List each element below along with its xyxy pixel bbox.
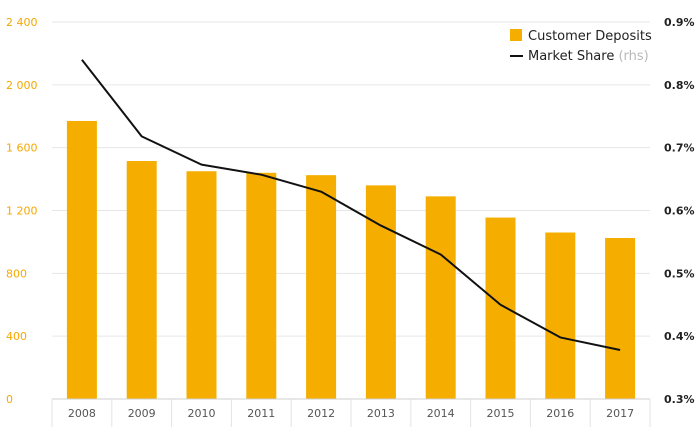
legend-label-market-share: Market Share (rhs)	[528, 49, 649, 64]
bar-series	[66, 120, 636, 400]
legend-note-rhs: (rhs)	[618, 49, 648, 64]
right-tick-label: 0.5%	[664, 267, 695, 280]
x-tick-label: 2014	[427, 407, 455, 420]
bar	[605, 237, 636, 399]
x-tick-label: 2009	[128, 407, 156, 420]
x-axis: 2008 2009 2010 2011 2012 2013 2014 2015 2016 2017	[51, 398, 651, 427]
bar	[186, 171, 217, 399]
left-axis: 0 400 800 1 200 1 600 2 000 2 400	[6, 16, 38, 406]
right-tick-label: 0.8%	[664, 79, 695, 92]
legend-swatch-deposits	[510, 29, 522, 41]
line-series	[81, 59, 621, 351]
bar	[306, 175, 337, 399]
bar	[246, 172, 277, 399]
right-tick-label: 0.4%	[664, 330, 695, 343]
bar	[126, 161, 157, 399]
left-tick-label: 800	[6, 267, 27, 280]
market-share-line	[81, 59, 621, 351]
bar	[66, 120, 97, 400]
bar	[365, 185, 396, 399]
right-tick-label: 0.7%	[664, 142, 695, 155]
x-tick-label: 2013	[367, 407, 395, 420]
x-tick-label: 2010	[188, 407, 216, 420]
left-tick-label: 400	[6, 330, 27, 343]
right-tick-label: 0.6%	[664, 205, 695, 218]
bar	[485, 217, 516, 399]
left-tick-label: 1 600	[6, 142, 38, 155]
x-tick-label: 2017	[606, 407, 634, 420]
x-tick-label: 2015	[487, 407, 515, 420]
x-tick-label: 2008	[68, 407, 96, 420]
legend: Customer Deposits Market Share (rhs)	[510, 29, 652, 64]
x-tick-label: 2012	[307, 407, 335, 420]
right-tick-label: 0.9%	[664, 16, 695, 29]
right-axis: 0.3% 0.4% 0.5% 0.6% 0.7% 0.8% 0.9%	[664, 16, 695, 406]
x-tick-label: 2016	[546, 407, 574, 420]
left-tick-label: 0	[6, 393, 13, 406]
bar	[425, 196, 456, 399]
left-tick-label: 2 400	[6, 16, 38, 29]
left-tick-label: 2 000	[6, 79, 38, 92]
bar	[545, 232, 576, 399]
right-tick-label: 0.3%	[664, 393, 695, 406]
x-tick-label: 2011	[247, 407, 275, 420]
left-tick-label: 1 200	[6, 205, 38, 218]
legend-label-deposits: Customer Deposits	[528, 29, 652, 44]
